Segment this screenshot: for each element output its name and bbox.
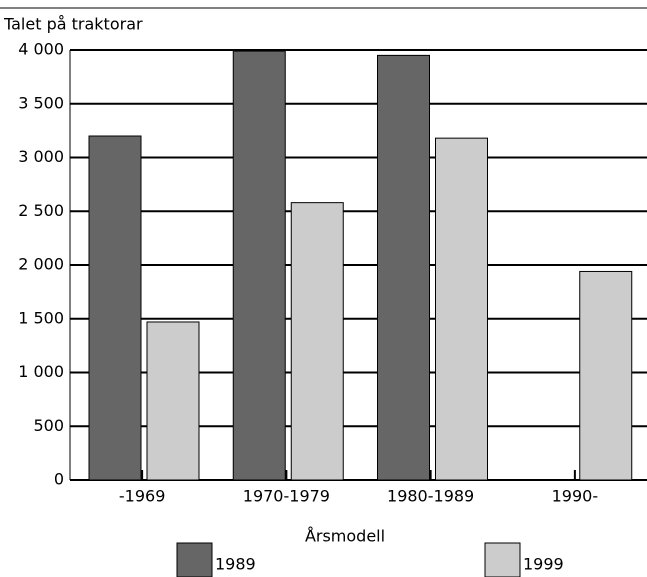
y-tick-label: 500 [33, 416, 64, 435]
bar [435, 137, 488, 481]
y-tick-label: 2 000 [18, 255, 64, 274]
bar [579, 270, 633, 481]
bar [290, 202, 344, 481]
x-tick-label: 1990- [552, 487, 599, 506]
bar [88, 135, 142, 481]
x-tick-label: -1969 [119, 487, 166, 506]
y-tick-label: 3 000 [18, 147, 64, 166]
legend-label: 1989 [215, 555, 256, 574]
legend-swatch [176, 542, 213, 577]
y-tick-label: 2 500 [18, 201, 64, 220]
chart-title: Talet på traktorar [3, 15, 143, 34]
y-tick-label: 0 [54, 470, 64, 489]
x-axis-label: Årsmodell [305, 527, 385, 546]
y-tick-label: 4 000 [18, 40, 64, 59]
legend-label: 1999 [523, 555, 564, 574]
y-tick-label: 3 500 [18, 93, 64, 112]
x-tick-label: 1970-1979 [243, 487, 330, 506]
y-tick-label: 1 000 [18, 362, 64, 381]
legend-swatch [484, 542, 521, 577]
bar [146, 321, 200, 481]
x-tick-label: 1980-1989 [387, 487, 474, 506]
y-tick-label: 1 500 [18, 308, 64, 327]
bar [232, 50, 286, 481]
bar [377, 54, 430, 481]
